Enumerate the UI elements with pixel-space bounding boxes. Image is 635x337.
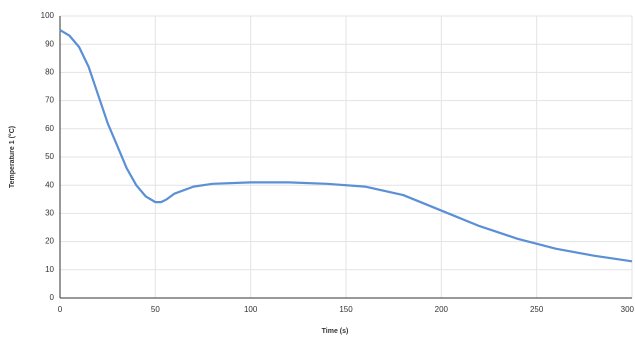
data-line: [59, 29, 633, 263]
y-tick-label: 100: [41, 11, 55, 20]
y-tick-label: 40: [45, 180, 54, 189]
x-axis-label: Time (s): [322, 328, 349, 335]
y-tick-label: 10: [45, 265, 54, 274]
x-tick-label: 100: [244, 305, 258, 314]
x-tick-label: 150: [339, 305, 353, 314]
y-tick-label: 50: [45, 152, 54, 161]
y-tick-label: 20: [45, 237, 54, 246]
x-tick-label: 50: [151, 305, 160, 314]
y-tick-label: 0: [50, 293, 55, 302]
y-tick-label: 70: [45, 96, 54, 105]
x-tick-label: 200: [435, 305, 449, 314]
x-tick-label: 300: [621, 305, 635, 314]
x-tick-label: 0: [58, 305, 63, 314]
y-tick-label: 60: [45, 124, 54, 133]
y-tick-label: 80: [45, 68, 54, 77]
y-tick-label: 90: [45, 39, 54, 48]
y-axis-label: Temperature 1 (°C): [8, 126, 16, 188]
x-tick-label: 250: [530, 305, 544, 314]
y-tick-label: 30: [45, 209, 54, 218]
